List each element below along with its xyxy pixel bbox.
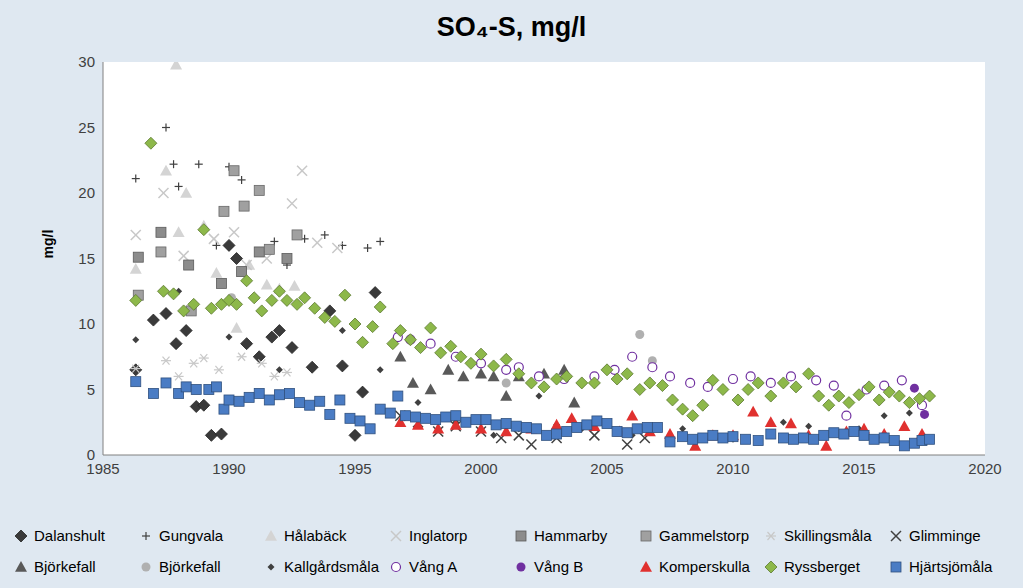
html-text:Björkefall: Björkefall bbox=[34, 558, 96, 575]
svg-text:1995: 1995 bbox=[338, 460, 371, 477]
html-text:Komperskulla: Komperskulla bbox=[659, 558, 750, 575]
svg-text:2010: 2010 bbox=[716, 460, 749, 477]
html-text:Vång A: Vång A bbox=[409, 558, 458, 575]
html-text:Ryssberget: Ryssberget bbox=[784, 558, 860, 575]
html-text:Glimminge: Glimminge bbox=[909, 527, 981, 544]
html-text:Hjärtsjömåla: Hjärtsjömåla bbox=[909, 558, 993, 575]
svg-text:mg/l: mg/l bbox=[40, 230, 56, 259]
html-text:Dalanshult: Dalanshult bbox=[34, 527, 105, 544]
html-text:Hammarby: Hammarby bbox=[534, 527, 608, 544]
html-text:SO₄-S, mg/l: SO₄-S, mg/l bbox=[436, 12, 587, 42]
svg-text:1985: 1985 bbox=[86, 459, 120, 477]
svg-text:25: 25 bbox=[78, 119, 95, 136]
svg-text:1990: 1990 bbox=[212, 460, 245, 477]
html-text:Inglatorp: Inglatorp bbox=[409, 527, 468, 544]
svg-text:20: 20 bbox=[78, 184, 95, 201]
svg-text:2005: 2005 bbox=[590, 460, 623, 477]
svg-text:0: 0 bbox=[87, 446, 95, 463]
svg-text:2020: 2020 bbox=[968, 460, 1001, 477]
svg-text:2000: 2000 bbox=[464, 460, 497, 477]
html-text:Skillingsmåla: Skillingsmåla bbox=[784, 527, 872, 544]
svg-text:5: 5 bbox=[87, 381, 95, 398]
html-text:Hålabäck: Hålabäck bbox=[284, 527, 347, 544]
html-text:Gungvala: Gungvala bbox=[159, 527, 224, 544]
html-text:Björkefall: Björkefall bbox=[159, 558, 221, 575]
svg-text:30: 30 bbox=[78, 53, 95, 70]
svg-text:10: 10 bbox=[78, 315, 95, 332]
html-text:Gammelstorp: Gammelstorp bbox=[659, 527, 749, 544]
svg-text:15: 15 bbox=[78, 250, 95, 267]
svg-text:2015: 2015 bbox=[842, 460, 875, 477]
html-text:Kallgårdsmåla: Kallgårdsmåla bbox=[284, 558, 379, 575]
html-text:Vång B: Vång B bbox=[534, 558, 584, 575]
